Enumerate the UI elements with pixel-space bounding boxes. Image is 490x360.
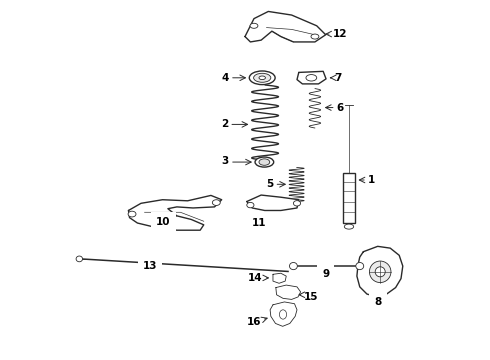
Ellipse shape xyxy=(247,202,254,208)
Polygon shape xyxy=(245,12,326,42)
Text: 2: 2 xyxy=(221,120,228,129)
Ellipse shape xyxy=(76,256,82,262)
Ellipse shape xyxy=(294,201,300,206)
Text: 3: 3 xyxy=(221,156,229,166)
Text: 8: 8 xyxy=(374,297,381,307)
Text: 15: 15 xyxy=(304,292,319,302)
Ellipse shape xyxy=(356,262,364,270)
Ellipse shape xyxy=(375,267,385,277)
Polygon shape xyxy=(276,285,300,300)
Ellipse shape xyxy=(290,262,297,270)
Ellipse shape xyxy=(344,224,354,229)
Ellipse shape xyxy=(250,23,258,28)
Text: 16: 16 xyxy=(246,317,261,327)
Text: 5: 5 xyxy=(266,179,273,189)
Polygon shape xyxy=(273,273,286,283)
Ellipse shape xyxy=(279,310,287,319)
Ellipse shape xyxy=(369,261,391,283)
Ellipse shape xyxy=(128,211,136,217)
Text: 13: 13 xyxy=(143,261,157,271)
Text: 10: 10 xyxy=(156,217,171,227)
Ellipse shape xyxy=(311,34,319,39)
Text: 6: 6 xyxy=(337,103,343,113)
Polygon shape xyxy=(297,71,326,84)
Polygon shape xyxy=(357,246,403,297)
Text: 1: 1 xyxy=(368,175,375,185)
Text: 7: 7 xyxy=(335,73,342,83)
Ellipse shape xyxy=(259,76,266,80)
Text: 14: 14 xyxy=(248,273,263,283)
Ellipse shape xyxy=(254,73,271,82)
Ellipse shape xyxy=(212,200,220,206)
Ellipse shape xyxy=(249,71,275,85)
Polygon shape xyxy=(247,195,299,211)
Ellipse shape xyxy=(255,157,274,167)
Ellipse shape xyxy=(306,75,317,81)
Text: 9: 9 xyxy=(322,269,329,279)
Text: 4: 4 xyxy=(221,73,229,83)
Ellipse shape xyxy=(259,159,270,165)
FancyBboxPatch shape xyxy=(343,173,355,223)
Polygon shape xyxy=(128,195,221,230)
Text: 12: 12 xyxy=(333,29,347,39)
Polygon shape xyxy=(270,302,297,326)
Text: 11: 11 xyxy=(252,218,267,228)
